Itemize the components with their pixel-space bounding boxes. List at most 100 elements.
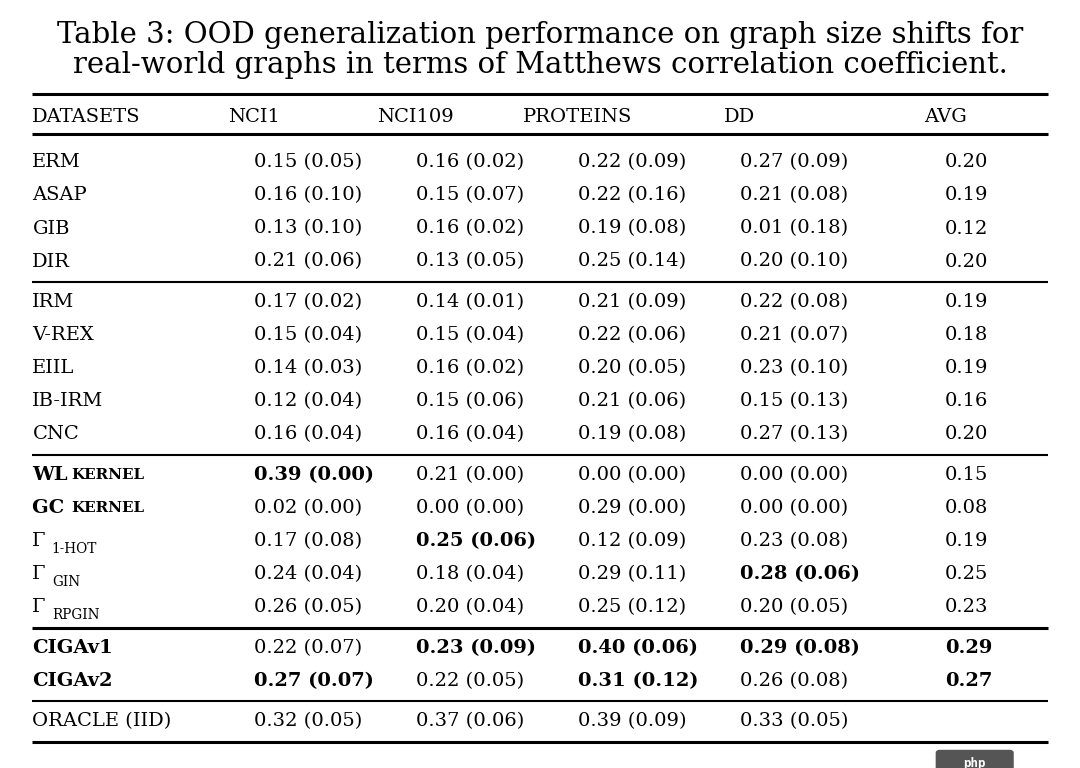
Text: IB-IRM: IB-IRM xyxy=(32,392,104,410)
Text: 0.13 (0.10): 0.13 (0.10) xyxy=(254,220,362,237)
Text: CNC: CNC xyxy=(32,425,79,443)
Text: 0.16 (0.04): 0.16 (0.04) xyxy=(416,425,524,443)
Text: 0.25 (0.06): 0.25 (0.06) xyxy=(416,532,536,550)
Text: 0.02 (0.00): 0.02 (0.00) xyxy=(254,499,362,517)
Text: Γ: Γ xyxy=(32,598,45,616)
Text: 0.27 (0.09): 0.27 (0.09) xyxy=(740,154,848,171)
Text: 0.14 (0.03): 0.14 (0.03) xyxy=(254,359,362,377)
Text: 1-HOT: 1-HOT xyxy=(52,541,97,556)
Text: 0.12: 0.12 xyxy=(945,220,988,237)
Text: 0.29 (0.00): 0.29 (0.00) xyxy=(578,499,686,517)
Text: 0.14 (0.01): 0.14 (0.01) xyxy=(416,293,524,311)
Text: 0.23 (0.08): 0.23 (0.08) xyxy=(740,532,848,550)
Text: 0.00 (0.00): 0.00 (0.00) xyxy=(740,466,848,484)
Text: ASAP: ASAP xyxy=(32,187,87,204)
Text: DATASETS: DATASETS xyxy=(32,108,140,126)
Text: 0.18: 0.18 xyxy=(945,326,988,344)
Text: 0.23: 0.23 xyxy=(945,598,988,616)
Text: RPGIN: RPGIN xyxy=(52,607,99,622)
Text: 0.23 (0.09): 0.23 (0.09) xyxy=(416,639,536,657)
Text: 0.19 (0.08): 0.19 (0.08) xyxy=(578,425,686,443)
Text: 0.19: 0.19 xyxy=(945,532,988,550)
Text: 0.22 (0.06): 0.22 (0.06) xyxy=(578,326,686,344)
Text: 0.23 (0.10): 0.23 (0.10) xyxy=(740,359,848,377)
Text: 0.22 (0.05): 0.22 (0.05) xyxy=(416,672,524,690)
Text: EIIL: EIIL xyxy=(32,359,75,377)
Text: 0.21 (0.06): 0.21 (0.06) xyxy=(254,253,362,270)
Text: 0.28 (0.06): 0.28 (0.06) xyxy=(740,565,860,583)
Text: KERNEL: KERNEL xyxy=(71,501,145,515)
Text: DD: DD xyxy=(725,108,755,126)
Text: V-REX: V-REX xyxy=(32,326,94,344)
Text: 0.12 (0.04): 0.12 (0.04) xyxy=(254,392,362,410)
Text: 0.00 (0.00): 0.00 (0.00) xyxy=(416,499,524,517)
Text: 0.33 (0.05): 0.33 (0.05) xyxy=(740,713,848,730)
Text: 0.24 (0.04): 0.24 (0.04) xyxy=(254,565,362,583)
Text: 0.17 (0.02): 0.17 (0.02) xyxy=(254,293,362,311)
Text: 0.27: 0.27 xyxy=(945,672,993,690)
Text: Γ: Γ xyxy=(32,565,45,583)
Text: 0.20: 0.20 xyxy=(945,425,988,443)
Text: CIGAv1: CIGAv1 xyxy=(32,639,113,657)
Text: 0.15 (0.06): 0.15 (0.06) xyxy=(416,392,524,410)
Text: GIB: GIB xyxy=(32,220,70,237)
Text: 0.29: 0.29 xyxy=(945,639,993,657)
Text: 0.21 (0.08): 0.21 (0.08) xyxy=(740,187,848,204)
Text: 0.16 (0.10): 0.16 (0.10) xyxy=(254,187,362,204)
Text: 0.19: 0.19 xyxy=(945,187,988,204)
Text: CIGAv2: CIGAv2 xyxy=(32,672,113,690)
Text: ORACLE (IID): ORACLE (IID) xyxy=(32,713,172,730)
Text: DIR: DIR xyxy=(32,253,70,270)
Text: GC: GC xyxy=(32,499,71,517)
Text: real-world graphs in terms of Matthews correlation coefficient.: real-world graphs in terms of Matthews c… xyxy=(72,51,1008,79)
Text: 0.15 (0.13): 0.15 (0.13) xyxy=(740,392,848,410)
Text: 0.19: 0.19 xyxy=(945,359,988,377)
Text: 0.32 (0.05): 0.32 (0.05) xyxy=(254,713,362,730)
Text: 0.26 (0.08): 0.26 (0.08) xyxy=(740,672,848,690)
Text: 0.00 (0.00): 0.00 (0.00) xyxy=(740,499,848,517)
Text: 0.16 (0.02): 0.16 (0.02) xyxy=(416,220,524,237)
Text: 0.20 (0.05): 0.20 (0.05) xyxy=(740,598,848,616)
Text: AVG: AVG xyxy=(923,108,967,126)
Text: 0.08: 0.08 xyxy=(945,499,988,517)
Text: 0.16 (0.04): 0.16 (0.04) xyxy=(254,425,362,443)
Text: 0.25 (0.12): 0.25 (0.12) xyxy=(578,598,686,616)
Text: 0.01 (0.18): 0.01 (0.18) xyxy=(740,220,848,237)
Text: 0.15 (0.04): 0.15 (0.04) xyxy=(416,326,524,344)
FancyBboxPatch shape xyxy=(936,750,1013,768)
Text: WL: WL xyxy=(32,466,75,484)
Text: 0.20 (0.04): 0.20 (0.04) xyxy=(416,598,524,616)
Text: 0.20 (0.05): 0.20 (0.05) xyxy=(578,359,686,377)
Text: Table 3: OOD generalization performance on graph size shifts for: Table 3: OOD generalization performance … xyxy=(57,21,1023,48)
Text: 0.15 (0.05): 0.15 (0.05) xyxy=(254,154,362,171)
Text: PROTEINS: PROTEINS xyxy=(523,108,633,126)
Text: 0.20 (0.10): 0.20 (0.10) xyxy=(740,253,848,270)
Text: 0.13 (0.05): 0.13 (0.05) xyxy=(416,253,524,270)
Text: 0.19: 0.19 xyxy=(945,293,988,311)
Text: 0.20: 0.20 xyxy=(945,154,988,171)
Text: 0.37 (0.06): 0.37 (0.06) xyxy=(416,713,524,730)
Text: 0.29 (0.08): 0.29 (0.08) xyxy=(740,639,860,657)
Text: NCI1: NCI1 xyxy=(228,108,280,126)
Text: 0.29 (0.11): 0.29 (0.11) xyxy=(578,565,686,583)
Text: Γ: Γ xyxy=(32,532,45,550)
Text: 0.21 (0.00): 0.21 (0.00) xyxy=(416,466,524,484)
Text: 0.25: 0.25 xyxy=(945,565,988,583)
Text: 0.16 (0.02): 0.16 (0.02) xyxy=(416,359,524,377)
Text: GIN: GIN xyxy=(52,574,80,589)
Text: 0.18 (0.04): 0.18 (0.04) xyxy=(416,565,524,583)
Text: 0.25 (0.14): 0.25 (0.14) xyxy=(578,253,686,270)
Text: 0.22 (0.08): 0.22 (0.08) xyxy=(740,293,848,311)
Text: 0.19 (0.08): 0.19 (0.08) xyxy=(578,220,686,237)
Text: 0.15 (0.04): 0.15 (0.04) xyxy=(254,326,362,344)
Text: 0.20: 0.20 xyxy=(945,253,988,270)
Text: 0.27 (0.13): 0.27 (0.13) xyxy=(740,425,848,443)
Text: 0.40 (0.06): 0.40 (0.06) xyxy=(578,639,698,657)
Text: 0.16: 0.16 xyxy=(945,392,988,410)
Text: 0.22 (0.16): 0.22 (0.16) xyxy=(578,187,686,204)
Text: php: php xyxy=(963,757,986,768)
Text: IRM: IRM xyxy=(32,293,75,311)
Text: 0.21 (0.06): 0.21 (0.06) xyxy=(578,392,686,410)
Text: ERM: ERM xyxy=(32,154,81,171)
Text: 0.22 (0.09): 0.22 (0.09) xyxy=(578,154,686,171)
